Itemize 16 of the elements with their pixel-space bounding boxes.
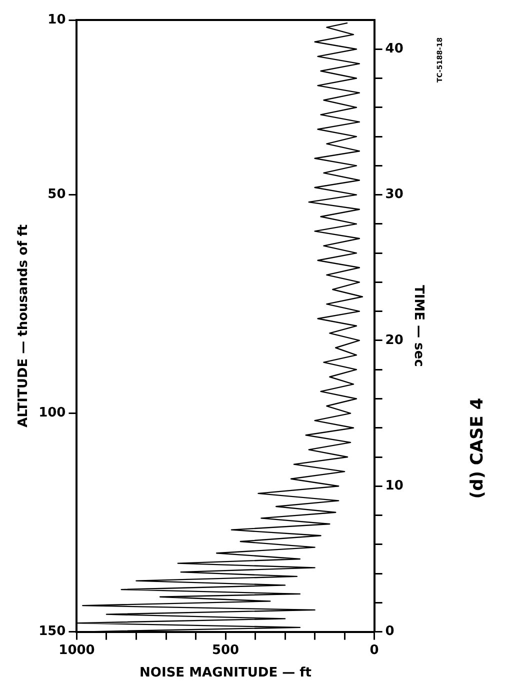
y-tick-label: 50 [48, 187, 66, 202]
x-tick-label: 0 [370, 642, 379, 658]
y2-tick-label: 10 [385, 478, 404, 494]
y2-tick-label: 0 [385, 624, 394, 640]
y2-tick-label: 20 [385, 332, 404, 348]
y2-tick-label: 30 [385, 187, 404, 202]
y-tick-label: 100 [38, 406, 66, 421]
x-tick-label: 500 [212, 642, 240, 658]
x-tick-label: 1000 [58, 642, 95, 658]
text: (d) CASE 4 [467, 398, 488, 499]
y2-axis-title: TIME — sec [410, 284, 426, 367]
y-axis-title: ALTITUDE — thousands of ft [16, 224, 32, 428]
y-tick-label: 150 [38, 624, 66, 640]
y2-tick-label: 40 [385, 42, 404, 57]
y-tick-label: 10 [48, 12, 66, 28]
x-axis-title: NOISE MAGNITUDE — ft [140, 666, 312, 681]
